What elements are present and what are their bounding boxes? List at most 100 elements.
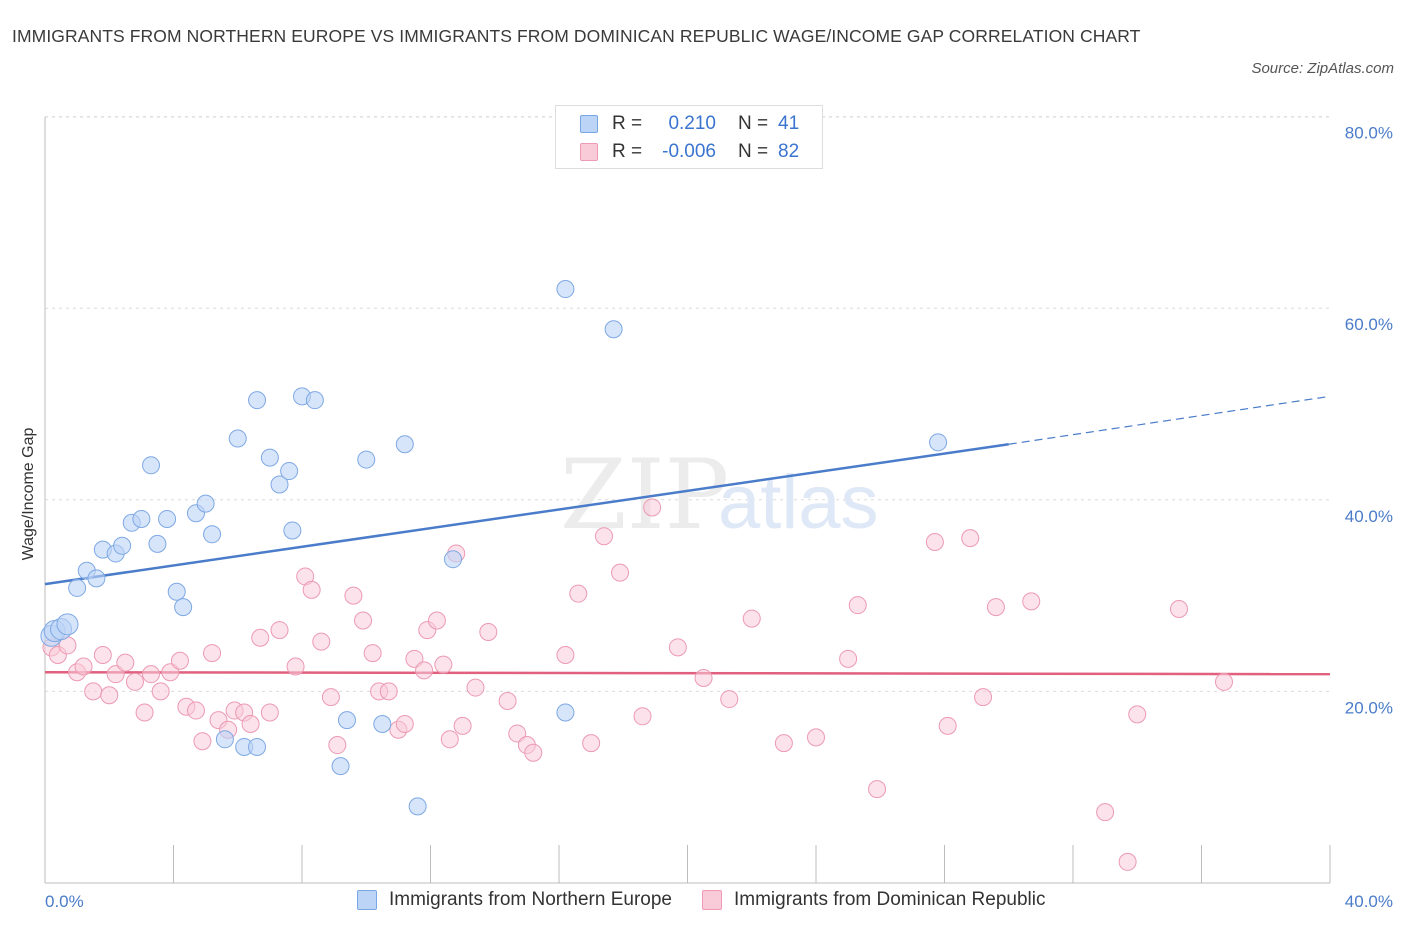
data-point-dominican [569,584,588,603]
data-point-dominican [524,743,543,762]
r-label: R = [612,113,643,134]
data-point-northern-europe [196,494,215,513]
data-point-dominican [379,682,398,701]
data-point-dominican [74,657,93,676]
data-point-dominican [594,527,613,546]
legend-row-northern-europe: R = 0.210 N = 41 [580,111,799,137]
data-point-northern-europe [443,550,462,569]
data-point-dominican [1022,592,1041,611]
data-point-dominican [839,649,858,668]
data-point-northern-europe [167,582,186,601]
legend-swatch-pink [580,143,598,161]
y-tick-label: 80.0% [1345,124,1393,143]
data-point-northern-europe [248,391,267,410]
data-point-northern-europe [556,280,575,299]
x-tick-max: 40.0% [1345,892,1393,911]
data-point-dominican [611,563,630,582]
data-point-dominican [405,649,424,668]
legend-swatch-pink [702,890,722,910]
data-point-northern-europe [142,456,161,475]
data-point-dominican [84,682,103,701]
trend-extension-northern-europe [1008,395,1331,445]
axes [44,117,1331,884]
r-value: 0.210 [668,113,716,134]
r-label: R = [612,141,643,162]
data-point-northern-europe [373,714,392,733]
legend-row-dominican: R = -0.006 N = 82 [580,139,799,165]
data-point-dominican [1214,672,1233,691]
data-point-dominican [807,728,825,747]
data-point-dominican [354,611,373,630]
data-point-dominican [1170,600,1189,619]
data-point-northern-europe [158,509,177,528]
data-point-northern-europe [283,521,302,540]
data-point-northern-europe [357,450,376,469]
data-point-northern-europe [113,536,132,555]
data-point-dominican [135,703,154,722]
chart-title: IMMIGRANTS FROM NORTHERN EUROPE VS IMMIG… [12,26,1141,46]
data-point-dominican [643,498,662,517]
x-tick-min: 0.0% [45,892,84,911]
data-point-dominican [203,644,222,663]
series-dominican-points [42,498,1233,871]
data-point-dominican [694,668,713,687]
legend-item-northern-europe[interactable]: Immigrants from Northern Europe [357,889,672,911]
legend-swatch-blue [357,890,377,910]
trend-lines [44,395,1331,676]
data-point-northern-europe [248,737,267,756]
trend-line-northern-europe [44,442,1009,586]
data-point-dominican [720,690,739,709]
data-point-dominican [440,730,459,749]
n-label: N = [738,141,769,162]
y-axis-label: Wage/Income Gap [20,428,37,561]
data-point-dominican [302,580,321,599]
y-tick-label: 60.0% [1345,315,1393,334]
data-point-dominican [582,734,601,753]
data-point-dominican [848,596,867,615]
data-point-northern-europe [260,448,279,467]
legend-label: Immigrants from Dominican Republic [734,889,1046,910]
data-point-northern-europe [68,578,87,597]
legend-item-dominican[interactable]: Immigrants from Dominican Republic [702,889,1046,911]
data-point-northern-europe [228,429,247,448]
data-point-dominican [125,672,144,691]
data-point-dominican [170,651,189,670]
data-point-dominican [466,678,485,697]
data-point-northern-europe [337,711,356,730]
data-point-northern-europe [56,613,79,636]
data-point-dominican [395,714,414,733]
legend-label: Immigrants from Northern Europe [389,889,672,910]
data-point-dominican [270,621,289,640]
data-point-dominican [1096,803,1115,822]
data-point-dominican [151,682,170,701]
data-point-northern-europe [203,525,222,544]
data-point-dominican [193,732,212,751]
y-tick-label: 20.0% [1345,698,1393,717]
data-point-dominican [312,632,331,651]
data-point-dominican [1128,705,1147,724]
data-point-dominican [328,736,347,755]
data-point-dominican [106,665,125,684]
series-northern-europe-points [40,280,948,816]
data-point-dominican [93,645,112,664]
data-point-dominican [142,665,161,684]
legend-swatch-blue [580,115,598,133]
data-point-northern-europe [148,534,167,553]
data-point-dominican [260,703,279,722]
trend-line-dominican [44,670,1331,676]
data-point-dominican [453,716,472,735]
data-point-northern-europe [556,703,575,722]
data-point-dominican [479,623,498,642]
n-value: 82 [778,141,800,162]
data-point-dominican [742,609,761,628]
data-point-northern-europe [280,462,299,481]
data-point-dominican [556,645,575,664]
series-legend: Immigrants from Northern Europe Immigran… [357,889,1076,911]
data-point-northern-europe [174,598,193,617]
data-point-dominican [498,691,517,710]
data-point-northern-europe [305,391,324,410]
watermark-zip: ZIP [560,439,729,551]
data-point-northern-europe [395,435,414,454]
data-point-dominican [427,611,446,630]
data-point-dominican [974,688,993,707]
